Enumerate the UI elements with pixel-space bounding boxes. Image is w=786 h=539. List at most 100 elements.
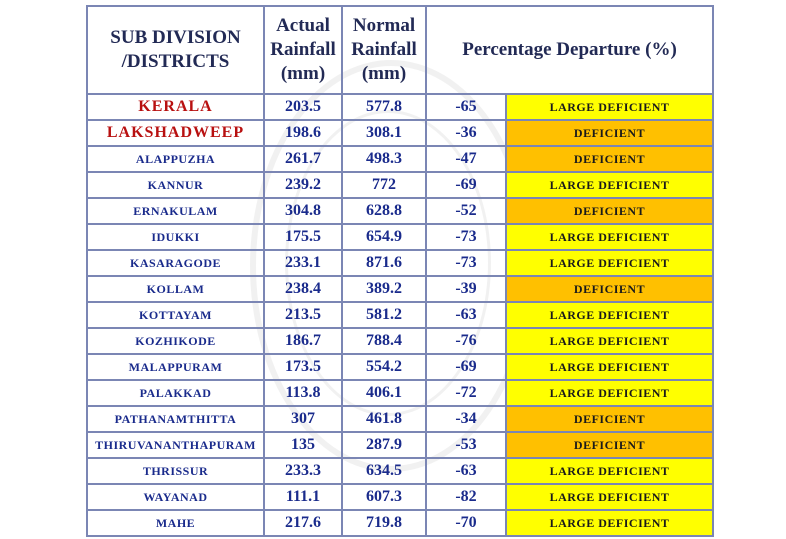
normal-rainfall-cell: 871.6 xyxy=(341,249,427,277)
district-name-cell: THIRUVANANTHAPURAM xyxy=(86,431,265,459)
departure-cell: -73 xyxy=(425,223,507,251)
normal-rainfall-cell: 628.8 xyxy=(341,197,427,225)
district-name-cell: KOZHIKODE xyxy=(86,327,265,355)
category-cell: DEFICIENT xyxy=(505,119,714,147)
departure-cell: -69 xyxy=(425,171,507,199)
district-name-cell: KOLLAM xyxy=(86,275,265,303)
district-name-cell: KASARAGODE xyxy=(86,249,265,277)
table-row: ERNAKULAM 304.8 628.8 -52 DEFICIENT xyxy=(86,197,714,225)
normal-rainfall-cell: 554.2 xyxy=(341,353,427,381)
actual-rainfall-cell: 198.6 xyxy=(263,119,343,147)
actual-rainfall-cell: 135 xyxy=(263,431,343,459)
table-row: PATHANAMTHITTA 307 461.8 -34 DEFICIENT xyxy=(86,405,714,433)
district-name-cell: ALAPPUZHA xyxy=(86,145,265,173)
actual-rainfall-cell: 217.6 xyxy=(263,509,343,537)
normal-rainfall-cell: 461.8 xyxy=(341,405,427,433)
departure-cell: -76 xyxy=(425,327,507,355)
header-percentage-departure: Percentage Departure (%) xyxy=(425,5,714,95)
table-row: LAKSHADWEEP 198.6 308.1 -36 DEFICIENT xyxy=(86,119,714,147)
table-row: ALAPPUZHA 261.7 498.3 -47 DEFICIENT xyxy=(86,145,714,173)
category-cell: LARGE DEFICIENT xyxy=(505,223,714,251)
actual-rainfall-cell: 233.3 xyxy=(263,457,343,485)
category-cell: DEFICIENT xyxy=(505,405,714,433)
category-cell: LARGE DEFICIENT xyxy=(505,483,714,511)
departure-cell: -39 xyxy=(425,275,507,303)
departure-cell: -69 xyxy=(425,353,507,381)
normal-rainfall-cell: 581.2 xyxy=(341,301,427,329)
table-row: KOTTAYAM 213.5 581.2 -63 LARGE DEFICIENT xyxy=(86,301,714,329)
normal-rainfall-cell: 577.8 xyxy=(341,93,427,121)
header-row: SUB DIVISION /DISTRICTS Actual Rainfall … xyxy=(86,5,714,95)
table-row: WAYANAD 111.1 607.3 -82 LARGE DEFICIENT xyxy=(86,483,714,511)
departure-cell: -36 xyxy=(425,119,507,147)
actual-rainfall-cell: 233.1 xyxy=(263,249,343,277)
actual-rainfall-cell: 113.8 xyxy=(263,379,343,407)
normal-rainfall-cell: 719.8 xyxy=(341,509,427,537)
district-name-cell: IDUKKI xyxy=(86,223,265,251)
departure-cell: -72 xyxy=(425,379,507,407)
table-row: IDUKKI 175.5 654.9 -73 LARGE DEFICIENT xyxy=(86,223,714,251)
category-cell: DEFICIENT xyxy=(505,275,714,303)
actual-rainfall-cell: 173.5 xyxy=(263,353,343,381)
district-name-cell: KANNUR xyxy=(86,171,265,199)
table-row: KOLLAM 238.4 389.2 -39 DEFICIENT xyxy=(86,275,714,303)
actual-rainfall-cell: 186.7 xyxy=(263,327,343,355)
district-name-cell: LAKSHADWEEP xyxy=(86,119,265,147)
district-name-cell: THRISSUR xyxy=(86,457,265,485)
category-cell: LARGE DEFICIENT xyxy=(505,457,714,485)
actual-rainfall-cell: 304.8 xyxy=(263,197,343,225)
table-row: THRISSUR 233.3 634.5 -63 LARGE DEFICIENT xyxy=(86,457,714,485)
table-row: KOZHIKODE 186.7 788.4 -76 LARGE DEFICIENT xyxy=(86,327,714,355)
category-cell: DEFICIENT xyxy=(505,197,714,225)
category-cell: LARGE DEFICIENT xyxy=(505,93,714,121)
table-row: MAHE 217.6 719.8 -70 LARGE DEFICIENT xyxy=(86,509,714,537)
normal-rainfall-cell: 498.3 xyxy=(341,145,427,173)
table-row: KASARAGODE 233.1 871.6 -73 LARGE DEFICIENT xyxy=(86,249,714,277)
departure-cell: -82 xyxy=(425,483,507,511)
header-actual-line1: Actual xyxy=(276,15,330,36)
header-normal-line2: Rainfall xyxy=(351,39,417,60)
category-cell: LARGE DEFICIENT xyxy=(505,249,714,277)
normal-rainfall-cell: 308.1 xyxy=(341,119,427,147)
departure-cell: -73 xyxy=(425,249,507,277)
departure-cell: -52 xyxy=(425,197,507,225)
category-cell: LARGE DEFICIENT xyxy=(505,379,714,407)
category-cell: LARGE DEFICIENT xyxy=(505,171,714,199)
departure-cell: -34 xyxy=(425,405,507,433)
actual-rainfall-cell: 239.2 xyxy=(263,171,343,199)
district-name-cell: KOTTAYAM xyxy=(86,301,265,329)
normal-rainfall-cell: 772 xyxy=(341,171,427,199)
district-name-cell: PATHANAMTHITTA xyxy=(86,405,265,433)
header-subdivision-line2: /DISTRICTS xyxy=(121,51,230,72)
normal-rainfall-cell: 287.9 xyxy=(341,431,427,459)
departure-cell: -70 xyxy=(425,509,507,537)
category-cell: DEFICIENT xyxy=(505,431,714,459)
departure-cell: -63 xyxy=(425,301,507,329)
header-normal-line1: Normal xyxy=(352,15,416,36)
normal-rainfall-cell: 788.4 xyxy=(341,327,427,355)
table-row: THIRUVANANTHAPURAM 135 287.9 -53 DEFICIENT xyxy=(86,431,714,459)
category-cell: LARGE DEFICIENT xyxy=(505,509,714,537)
district-name-cell: KERALA xyxy=(86,93,265,121)
departure-cell: -53 xyxy=(425,431,507,459)
header-subdivision: SUB DIVISION /DISTRICTS xyxy=(86,5,265,95)
table-row: PALAKKAD 113.8 406.1 -72 LARGE DEFICIENT xyxy=(86,379,714,407)
header-actual-line2: Rainfall xyxy=(270,39,336,60)
actual-rainfall-cell: 111.1 xyxy=(263,483,343,511)
normal-rainfall-cell: 406.1 xyxy=(341,379,427,407)
normal-rainfall-cell: 389.2 xyxy=(341,275,427,303)
table-row: KERALA 203.5 577.8 -65 LARGE DEFICIENT xyxy=(86,93,714,121)
category-cell: LARGE DEFICIENT xyxy=(505,327,714,355)
header-actual-line3: (mm) xyxy=(280,63,326,84)
normal-rainfall-cell: 654.9 xyxy=(341,223,427,251)
category-cell: LARGE DEFICIENT xyxy=(505,301,714,329)
actual-rainfall-cell: 213.5 xyxy=(263,301,343,329)
district-name-cell: ERNAKULAM xyxy=(86,197,265,225)
table-body: KERALA 203.5 577.8 -65 LARGE DEFICIENT LAKSHA… xyxy=(86,93,714,537)
departure-cell: -65 xyxy=(425,93,507,121)
district-name-cell: MALAPPURAM xyxy=(86,353,265,381)
normal-rainfall-cell: 607.3 xyxy=(341,483,427,511)
table-row: KANNUR 239.2 772 -69 LARGE DEFICIENT xyxy=(86,171,714,199)
actual-rainfall-cell: 203.5 xyxy=(263,93,343,121)
actual-rainfall-cell: 307 xyxy=(263,405,343,433)
